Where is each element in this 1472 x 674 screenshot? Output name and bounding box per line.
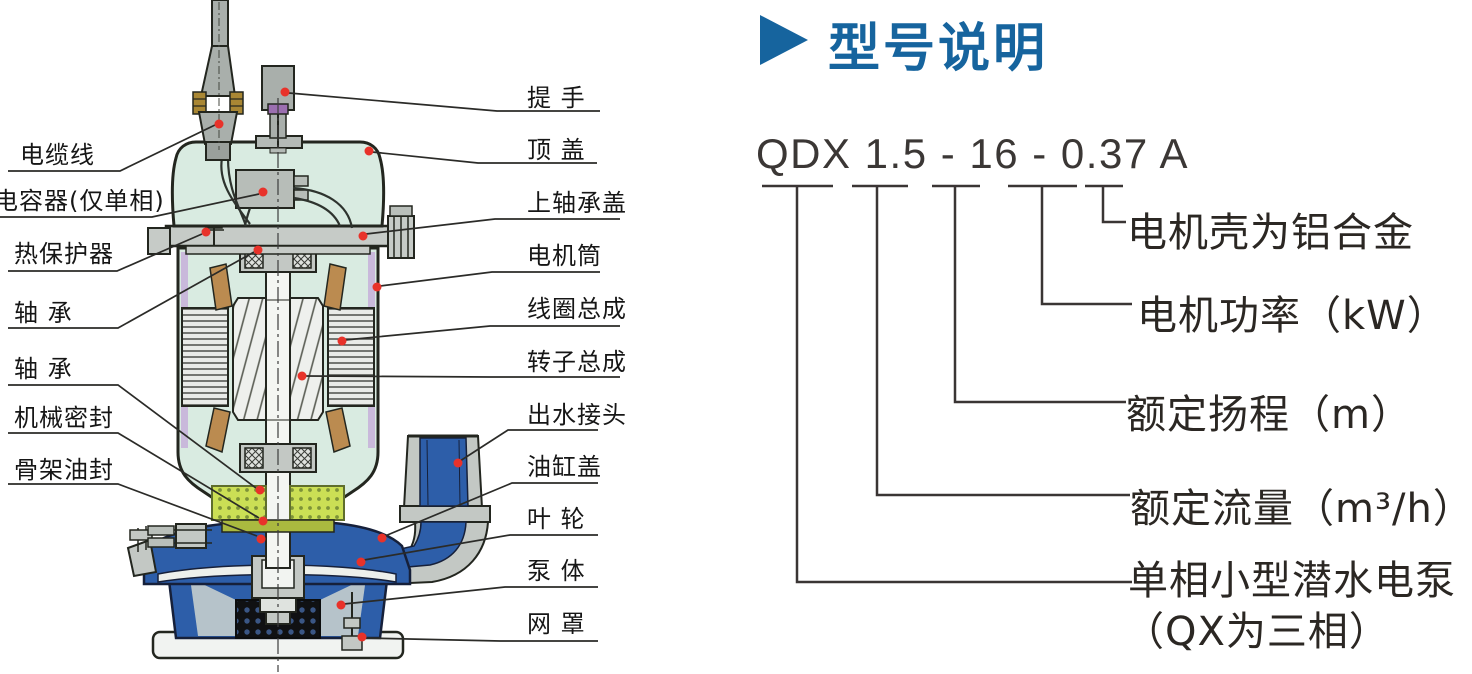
label-rotor-assembly: 转子总成 — [527, 348, 627, 376]
wires — [220, 157, 354, 229]
label-bearing-lower: 轴 承 — [14, 355, 73, 383]
label-impeller: 叶 轮 — [527, 505, 586, 533]
explanation-motor-shell: 电机壳为铝合金 — [1127, 210, 1414, 256]
stator-left — [181, 307, 229, 407]
play-triangle-icon — [760, 15, 808, 65]
explanation-rated-head: 额定扬程（m） — [1126, 392, 1412, 438]
label-bearing-upper: 轴 承 — [14, 299, 73, 327]
explanation-three-phase: （QX为三相） — [1124, 609, 1390, 655]
label-outlet-connector: 出水接头 — [527, 401, 627, 429]
label-motor-barrel: 电机筒 — [527, 242, 602, 270]
leader-lines — [0, 92, 620, 642]
handle-shape — [255, 65, 303, 154]
label-coil-assembly: 线圈总成 — [527, 295, 627, 323]
label-mesh-cover: 网 罩 — [527, 610, 586, 638]
label-top-cover: 顶 盖 — [527, 136, 586, 164]
label-oil-chamber-cover: 油缸盖 — [527, 453, 602, 481]
label-skeleton-oil-seal: 骨架油封 — [14, 456, 114, 484]
coil-end — [209, 263, 233, 311]
stator-right — [327, 307, 375, 407]
label-mechanical-seal: 机械密封 — [14, 404, 114, 432]
label-cable-line: 电缆线 — [20, 141, 95, 169]
model-connector-lines — [762, 184, 1132, 584]
model-code: QDX 1.5 - 16 - 0.37 A — [756, 130, 1190, 177]
coil-end — [323, 263, 347, 311]
explanation-rated-flow: 额定流量（m³/h） — [1130, 486, 1472, 532]
label-handle: 提 手 — [527, 84, 586, 112]
section-title: 型号说明 — [828, 19, 1049, 79]
cable-gland — [192, 0, 244, 161]
pump-drawing — [126, 0, 491, 672]
base-bolt — [341, 592, 363, 651]
explanation-pump-type: 单相小型潜水电泵 — [1128, 558, 1456, 604]
label-pump-body: 泵 体 — [527, 557, 586, 585]
coil-end — [325, 407, 351, 454]
leader-dots — [201, 87, 463, 642]
coil-end — [205, 407, 231, 454]
explanation-motor-power: 电机功率（kW） — [1137, 293, 1448, 339]
outlet-assembly — [387, 434, 491, 586]
label-thermal-protector: 热保护器 — [14, 240, 114, 268]
label-capacitor: 电容器(仅单相) — [0, 187, 165, 215]
label-upper-bearing-cover: 上轴承盖 — [527, 189, 627, 217]
